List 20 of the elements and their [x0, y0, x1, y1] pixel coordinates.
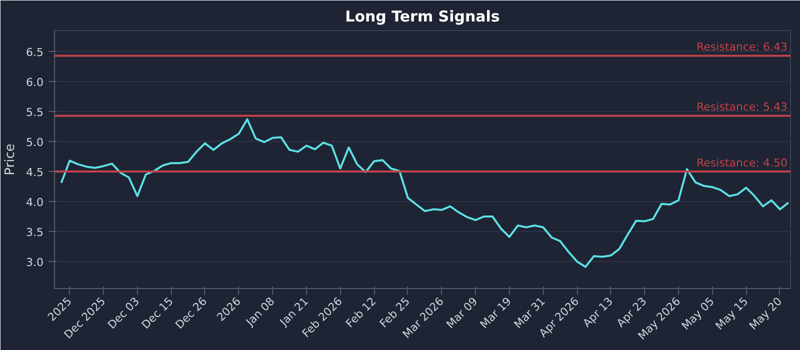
y-axis-title: Price: [3, 144, 18, 176]
y-tick-label: 4.0: [26, 196, 44, 209]
y-tick-label: 6.0: [26, 76, 44, 89]
ref-line-label: Resistance: 4.50: [696, 156, 788, 170]
y-tick-label: 5.5: [26, 106, 44, 119]
y-tick-label: 6.5: [26, 46, 44, 59]
y-tick-label: 3.0: [26, 256, 44, 269]
x-tick-label: Feb 12: [343, 294, 379, 330]
ref-line-label: Resistance: 5.43: [696, 100, 788, 114]
ref-line-label: Resistance: 6.43: [696, 40, 788, 54]
y-tick-label: 3.5: [26, 226, 44, 239]
y-tick-label: 5.0: [26, 136, 44, 149]
x-tick-label: Mar 09: [444, 294, 480, 332]
x-tick-label: Jan 08: [242, 294, 278, 330]
x-tick-label: Dec 03: [105, 294, 142, 332]
x-tick-label: Mar 19: [478, 294, 514, 332]
chart-title: Long Term Signals: [345, 8, 500, 26]
x-tick-label: Apr 13: [580, 294, 616, 330]
line-series: [60, 118, 790, 268]
y-tick-label: 4.5: [26, 166, 44, 179]
